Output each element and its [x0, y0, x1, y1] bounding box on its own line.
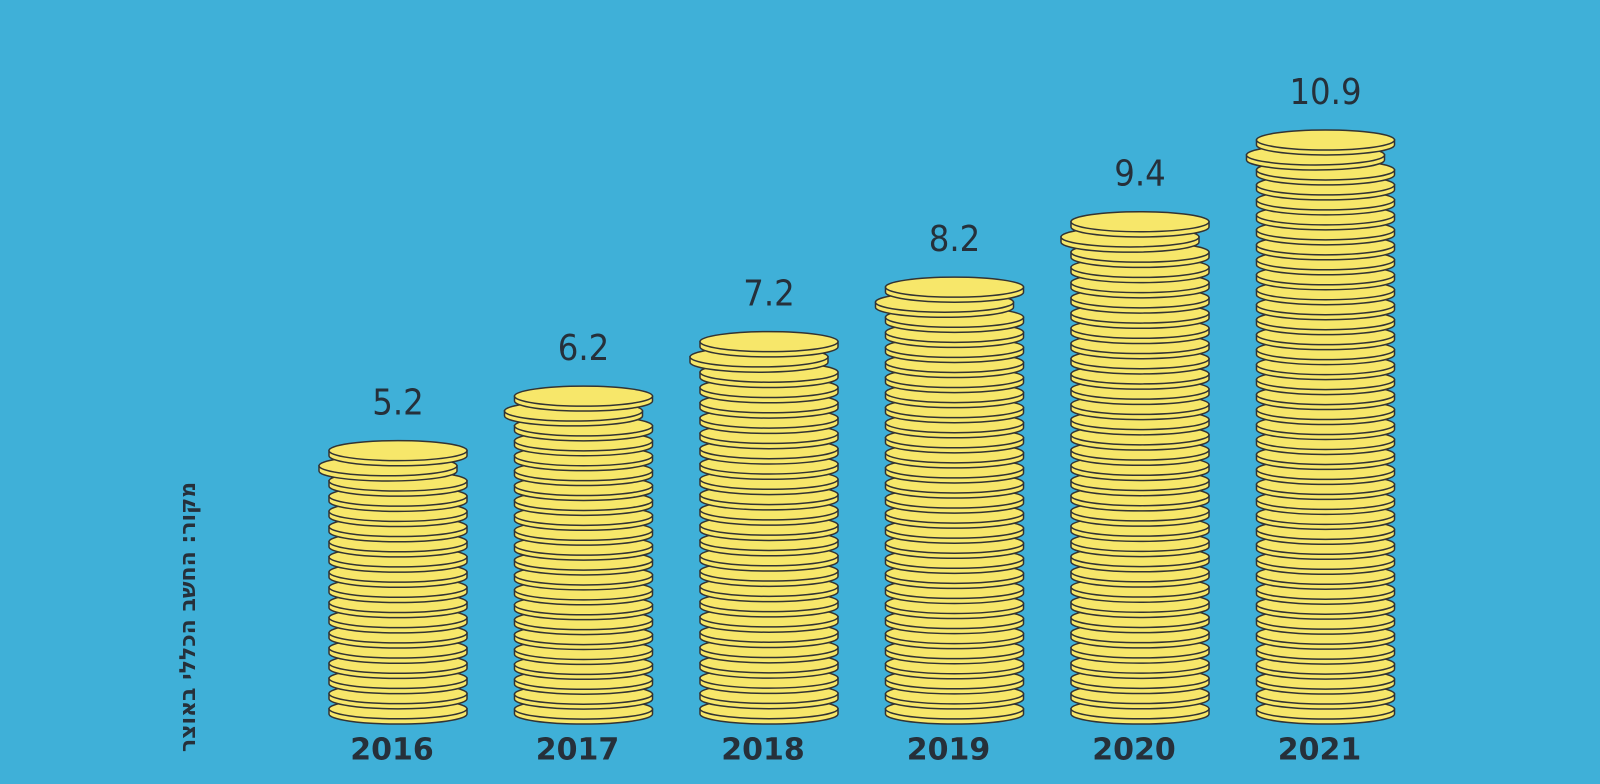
coin-top — [328, 439, 468, 462]
coin-stack — [1060, 210, 1210, 725]
coin-top — [513, 385, 654, 407]
coin-stack — [689, 330, 839, 725]
value-label: 7.2 — [743, 274, 795, 315]
coin-stack — [503, 385, 654, 725]
value-label: 10.9 — [1289, 72, 1361, 113]
value-label: 6.2 — [558, 328, 610, 369]
value-label: 5.2 — [372, 383, 424, 424]
coin-top — [699, 330, 839, 353]
x-tick-label: 2019 — [907, 733, 991, 768]
coin-stack — [1245, 129, 1396, 725]
value-label: 8.2 — [929, 219, 981, 260]
coin-top — [884, 276, 1025, 298]
coin-stack — [874, 276, 1025, 725]
coin-top — [1070, 210, 1210, 233]
source-note: מקור: החשב הכללי באוצר — [176, 482, 201, 752]
x-tick-label: 2018 — [721, 733, 805, 768]
value-label: 9.4 — [1114, 154, 1166, 195]
coin-top — [1255, 129, 1396, 151]
x-tick-label: 2017 — [536, 733, 620, 768]
coin-stack — [318, 439, 468, 725]
x-tick-label: 2021 — [1278, 733, 1362, 768]
x-tick-label: 2020 — [1092, 733, 1176, 768]
x-tick-label: 2016 — [350, 733, 434, 768]
